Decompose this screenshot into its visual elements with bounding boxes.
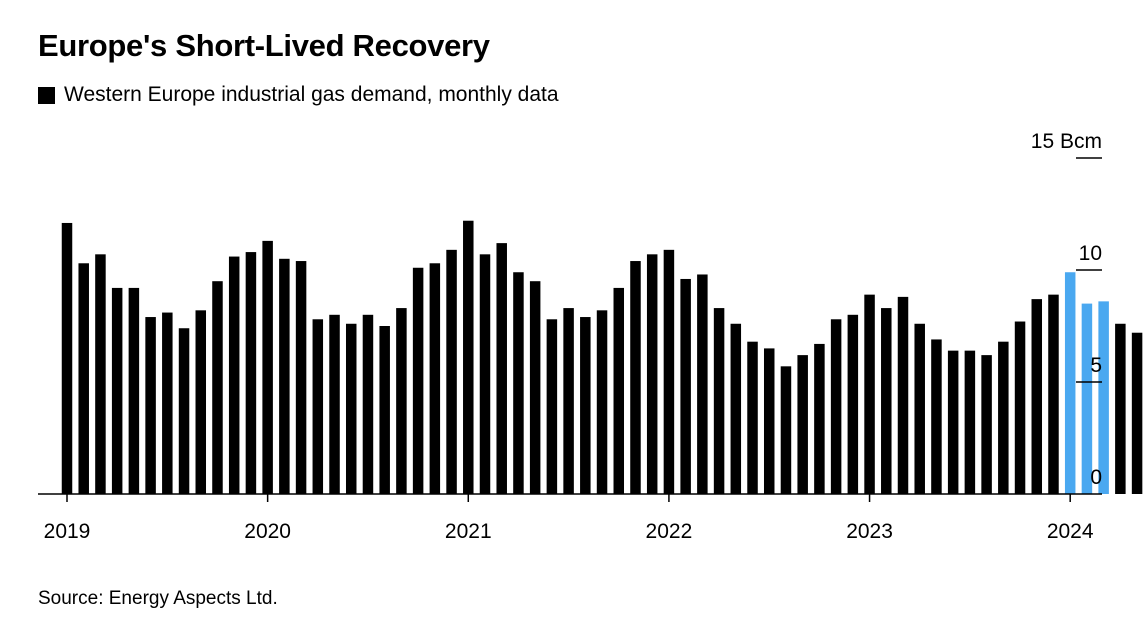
bar-2022-07 [763,348,775,494]
bar-2019-03 [95,254,106,494]
bar-2022-05 [730,323,742,494]
bar-2019-04 [111,287,123,494]
bar-2024-04 [1115,323,1126,494]
x-tick-label: 2024 [1047,520,1094,543]
bar-2022-01 [663,249,675,494]
bar-2021-07 [563,308,574,494]
x-tick-label: 2023 [846,520,893,543]
bar-2022-09 [797,355,808,494]
bar-2020-11 [429,263,441,494]
bar-2023-12 [1048,294,1059,494]
bar-2020-10 [412,267,424,494]
y-tick-label: 10 [1079,242,1102,265]
bar-2019-01 [61,222,73,494]
bar-2023-02 [881,308,892,494]
bar-2022-02 [680,278,691,494]
bar-2020-04 [312,319,324,494]
bar-2021-10 [613,287,625,494]
y-axis: 0 5 10 15 Bcm [1031,130,1102,489]
bar-2019-09 [195,310,207,494]
bar-2020-01 [262,240,273,494]
bar-2021-01 [463,220,474,494]
x-tick-label: 2022 [646,520,693,543]
bar-2023-06 [947,350,959,494]
x-tick-label: 2021 [445,520,492,543]
bar-2020-06 [345,323,357,494]
bar-2021-05 [529,281,541,494]
bar-2023-09 [998,341,1009,494]
bar-2022-06 [747,341,758,494]
bar-2021-08 [580,317,591,494]
bar-2023-08 [981,355,992,494]
bar-2019-08 [178,328,190,494]
bar-2020-09 [396,308,407,494]
bar-2024-02 [1081,303,1093,494]
bar-2022-04 [713,308,725,494]
legend-label: Western Europe industrial gas demand, mo… [64,83,559,106]
bar-2020-03 [295,261,307,494]
chart-title: Europe's Short-Lived Recovery [38,28,490,63]
x-axis: 2019 2020 2021 2022 2023 2024 [38,493,1102,543]
x-tick-label: 2019 [44,520,91,543]
bar-2021-02 [479,254,491,494]
bar-2021-09 [596,310,608,494]
bar-2023-04 [914,323,925,494]
bar-2023-10 [1014,321,1026,494]
bar-2020-05 [329,314,340,494]
bar-2019-07 [162,312,173,494]
x-tick-label: 2020 [244,520,291,543]
bar-2020-12 [446,249,457,494]
bar-2022-08 [780,366,792,494]
bar-2019-12 [245,252,257,494]
bar-2023-01 [864,294,875,494]
y-tick-label: 15 Bcm [1031,130,1102,153]
bar-2020-08 [379,326,390,494]
source-note: Source: Energy Aspects Ltd. [38,588,278,609]
bar-2019-06 [145,317,156,494]
y-tick-label: 0 [1090,466,1102,489]
bar-2019-11 [228,256,240,494]
bar-2024-03 [1098,301,1109,494]
bar-2021-11 [630,261,641,494]
legend: Western Europe industrial gas demand, mo… [38,83,559,107]
bar-2023-05 [931,339,942,494]
bar-2019-10 [212,281,223,494]
bar-2021-04 [513,272,524,494]
bar-2022-11 [830,319,842,494]
bar-2020-07 [362,314,374,494]
bar-2023-11 [1031,299,1043,494]
bar-2019-05 [128,287,140,494]
bar-2021-12 [646,254,658,494]
bars-group [61,220,1143,494]
bar-2019-02 [78,263,89,494]
bar-2022-10 [814,343,825,494]
bar-2020-02 [279,258,290,494]
bar-2021-03 [496,243,507,494]
bar-2023-03 [897,296,909,494]
legend-swatch [38,86,55,104]
bar-2023-07 [964,350,976,494]
y-tick-label: 5 [1090,354,1102,377]
bar-2022-12 [847,314,859,494]
bar-2022-03 [697,274,708,494]
bar-2024-05 [1131,332,1143,494]
bar-2021-06 [546,319,558,494]
bar-2024-01 [1064,272,1076,494]
bar-chart: 0 5 10 15 Bcm 2019 2020 2021 2022 2023 2024 [38,130,1143,543]
